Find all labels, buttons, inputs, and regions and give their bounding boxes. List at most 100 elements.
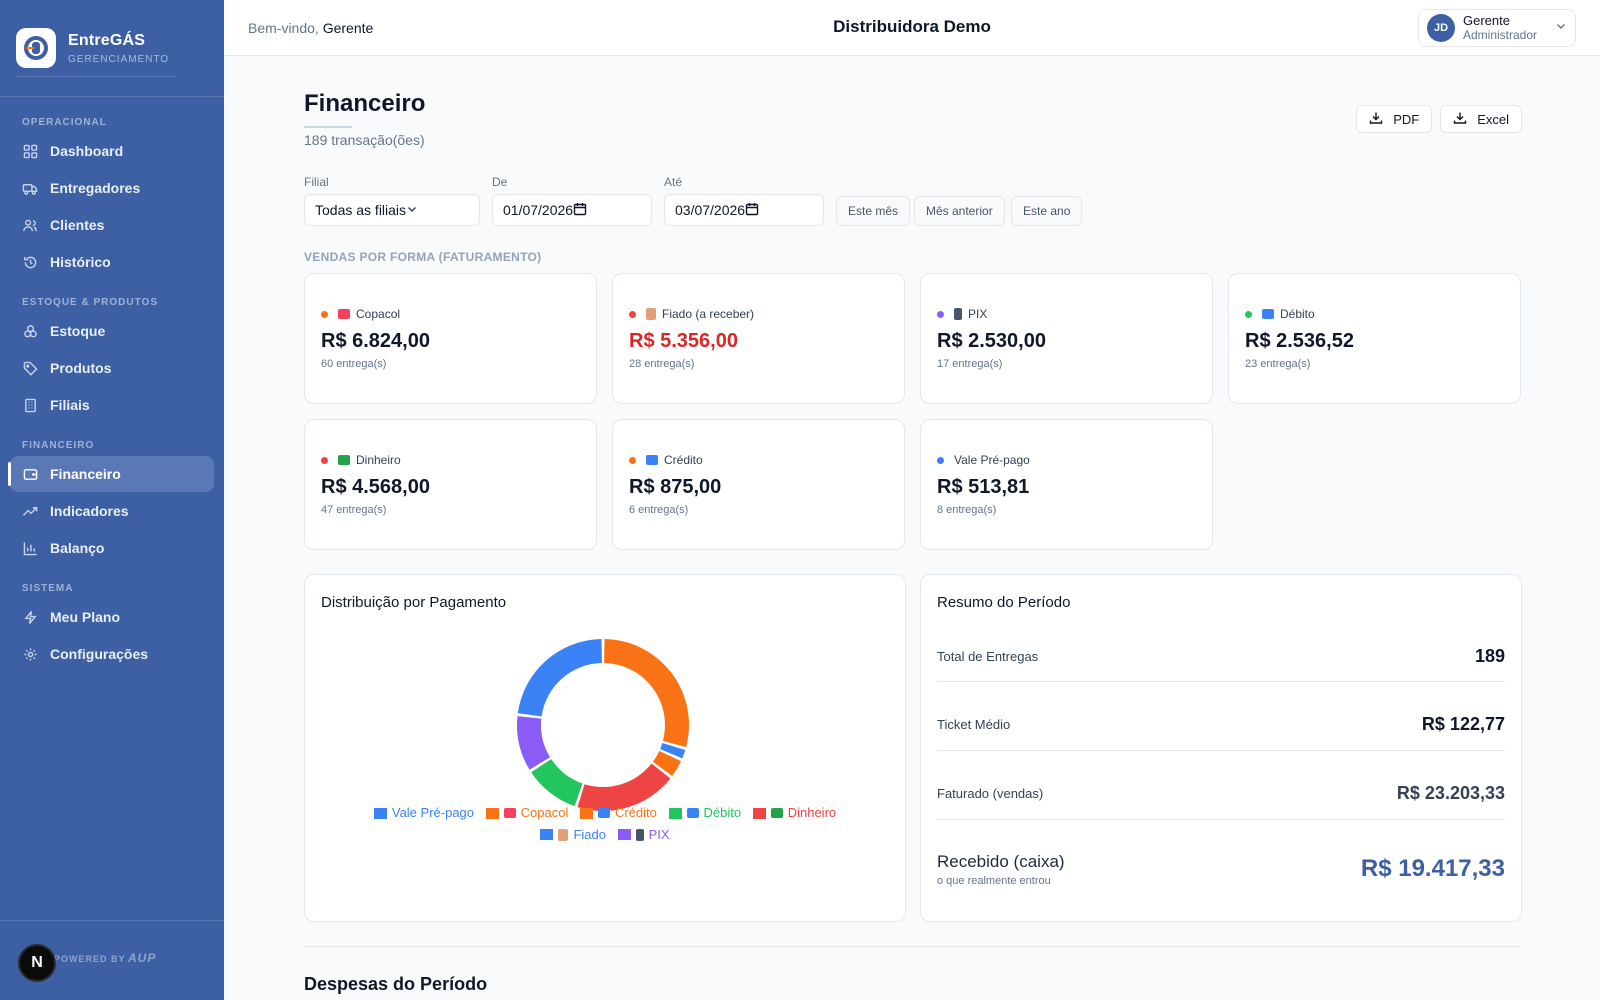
ate-label: Até: [664, 175, 683, 189]
section-title-financeiro: FINANCEIRO: [22, 440, 95, 451]
sidebar-item-filiais[interactable]: Filiais: [10, 387, 214, 423]
donut-slice-dinheiro[interactable]: [577, 763, 671, 811]
brand-rule: [16, 76, 176, 77]
sidebar-item-label: Financeiro: [50, 466, 121, 482]
export-excel-button[interactable]: Excel: [1440, 105, 1522, 133]
powered-by-logo: AUP: [128, 951, 157, 965]
sidebar-divider: [0, 96, 224, 97]
legend-label: PIX: [648, 826, 670, 842]
de-date-input[interactable]: 01/07/2026: [492, 194, 652, 226]
card-sub: 8 entrega(s): [937, 504, 997, 516]
sales-card-fiado: Fiado (a receber) R$ 5.356,00 28 entrega…: [612, 273, 905, 404]
dev-tools-badge[interactable]: N: [18, 944, 56, 982]
filial-filter: Filial Todas as filiais: [304, 174, 480, 226]
legend-swatch: [617, 829, 631, 840]
sidebar-item-produtos[interactable]: Produtos: [10, 350, 214, 386]
export-buttons: PDF Excel: [1356, 105, 1522, 133]
sidebar-item-balanco[interactable]: Balanço: [10, 530, 214, 566]
chip-mes-anterior[interactable]: Mês anterior: [914, 196, 1005, 226]
sidebar-item-label: Dashboard: [50, 143, 124, 159]
summary-value: 189: [1474, 645, 1505, 666]
sidebar-item-clientes[interactable]: Clientes: [10, 207, 214, 243]
sidebar-item-label: Balanço: [50, 540, 105, 556]
ate-date-input[interactable]: 03/07/2026: [664, 194, 824, 226]
legend-item-dinheiro[interactable]: Dinheiro: [752, 803, 837, 823]
legend-label: Vale Pré-pago: [391, 805, 475, 820]
sales-card-pix: PIX R$ 2.530,00 17 entrega(s): [920, 273, 1213, 404]
legend-item-debito[interactable]: Débito: [668, 803, 742, 823]
ate-filter: Até 03/07/2026: [664, 174, 824, 226]
title-underline: [304, 126, 352, 128]
card-value: R$ 6.824,00: [321, 330, 430, 352]
legend-swatch: [752, 807, 766, 819]
sidebar-item-financeiro[interactable]: Financeiro: [8, 456, 214, 492]
user-menu[interactable]: JD Gerente Administrador: [1418, 9, 1576, 47]
summary-title: Resumo do Período: [937, 594, 1071, 611]
donut-slice-pix[interactable]: [517, 716, 551, 770]
legend-item-copacol[interactable]: Copacol: [485, 803, 568, 823]
summary-divider: [937, 750, 1505, 751]
legend-swatch: [668, 807, 682, 819]
brand[interactable]: EntreGÁS GERENCIAMENTO: [0, 0, 224, 78]
card-value: R$ 4.568,00: [321, 476, 430, 498]
download-icon: [1369, 111, 1393, 128]
phone-icon: [635, 828, 644, 841]
legend-item-fiado[interactable]: Fiado: [540, 825, 606, 845]
clipboard-icon: [558, 828, 569, 841]
card-label: Vale Pré-pago: [954, 453, 1030, 467]
donut-chart: [517, 639, 689, 811]
export-pdf-button[interactable]: PDF: [1356, 105, 1433, 133]
section-divider: [304, 946, 1522, 947]
donut-slice-cr-dito[interactable]: [652, 751, 682, 777]
filial-select[interactable]: Todas as filiais: [304, 194, 480, 226]
card-sub: 47 entrega(s): [321, 504, 387, 516]
sidebar-item-indicadores[interactable]: Indicadores: [10, 493, 214, 529]
card-value: R$ 513,81: [937, 476, 1030, 498]
ticket-icon: [338, 309, 350, 319]
chip-este-ano[interactable]: Este ano: [1011, 196, 1083, 226]
section-title-estoque: ESTOQUE & PRODUTOS: [22, 297, 158, 308]
chevron-down-icon: [1555, 19, 1567, 37]
welcome-prefix: Bem-vindo,: [248, 20, 319, 36]
legend-label: Dinheiro: [787, 805, 837, 820]
chart-legend: Vale Pré-pago Copacol Crédito Débito Din…: [305, 803, 905, 846]
sidebar-item-dashboard[interactable]: Dashboard: [10, 133, 214, 169]
chip-este-mes[interactable]: Este mês: [836, 196, 911, 226]
donut-slice-copacol[interactable]: [604, 639, 689, 748]
brand-name: EntreGÁS: [68, 31, 146, 49]
calendar-icon: [573, 202, 587, 219]
filial-label: Filial: [304, 175, 329, 189]
summary-row-recebido: Recebido (caixa) o que realmente entrou …: [937, 847, 1505, 891]
sidebar-item-entregadores[interactable]: Entregadores: [10, 170, 214, 206]
download-icon: [1453, 111, 1477, 128]
legend-item-pix[interactable]: PIX: [617, 825, 670, 845]
page-title: Financeiro: [304, 90, 426, 117]
credit-card-icon: [1262, 309, 1274, 319]
history-icon: [22, 254, 38, 270]
status-dot: [629, 310, 636, 318]
legend-item-credito[interactable]: Crédito: [579, 803, 657, 823]
donut-slice-fiado[interactable]: [517, 639, 602, 717]
credit-card-icon: [686, 808, 699, 818]
summary-value: R$ 23.203,33: [1396, 782, 1505, 803]
sidebar-item-estoque[interactable]: Estoque: [10, 313, 214, 349]
status-dot: [937, 456, 944, 464]
clipboard-icon: [646, 308, 656, 320]
legend-item-vale-pre-pago[interactable]: Vale Pré-pago: [373, 803, 475, 823]
user-name: Gerente: [1463, 13, 1510, 28]
donut-slice-vale-pr-pago[interactable]: [660, 742, 686, 759]
summary-panel: Resumo do Período Total de Entregas 189 …: [920, 574, 1522, 922]
received-value: R$ 19.417,33: [1360, 855, 1505, 882]
sales-card-copacol: Copacol R$ 6.824,00 60 entrega(s): [304, 273, 597, 404]
sidebar-nav: OPERACIONAL Dashboard Entregadores Clien…: [0, 108, 224, 673]
sidebar-item-configuracoes[interactable]: Configurações: [10, 636, 214, 672]
sidebar-item-meu-plano[interactable]: Meu Plano: [10, 599, 214, 635]
sidebar-item-historico[interactable]: Histórico: [10, 244, 214, 280]
de-filter: De 01/07/2026: [492, 174, 652, 226]
donut-slice-d-bito[interactable]: [531, 759, 583, 807]
brand-subtitle: GERENCIAMENTO: [68, 53, 170, 65]
legend-swatch: [373, 807, 387, 819]
wallet-icon: [22, 466, 38, 482]
legend-label: Débito: [703, 805, 742, 820]
cash-icon: [770, 808, 783, 818]
